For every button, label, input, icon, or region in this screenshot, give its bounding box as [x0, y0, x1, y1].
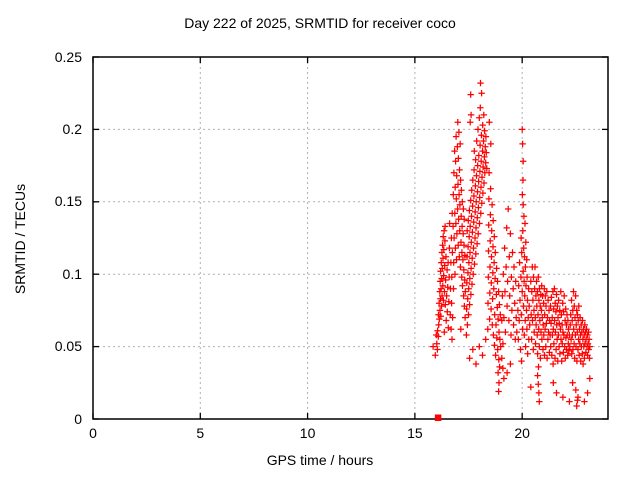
- x-axis-label: GPS time / hours: [266, 452, 374, 468]
- x-tick-label: 10: [299, 425, 316, 441]
- y-tick-label: 0: [74, 410, 82, 427]
- x-tick-label: 0: [89, 425, 97, 441]
- x-tick-label: 15: [407, 425, 423, 441]
- y-tick-label: 0.05: [54, 338, 82, 355]
- chart-title: Day 222 of 2025, SRMTID for receiver coc…: [184, 15, 456, 31]
- plot-border: [92, 56, 609, 420]
- y-tick-label: 0.15: [54, 193, 82, 210]
- x-tick-label: 5: [196, 425, 205, 441]
- y-tick-label: 0.1: [62, 265, 82, 282]
- srmtid-points: [429, 79, 593, 410]
- x-tick-label: 20: [514, 425, 530, 441]
- y-tick-label: 0.2: [62, 120, 82, 137]
- y-tick-label: 0.25: [54, 48, 82, 65]
- flagged-point: [434, 414, 442, 421]
